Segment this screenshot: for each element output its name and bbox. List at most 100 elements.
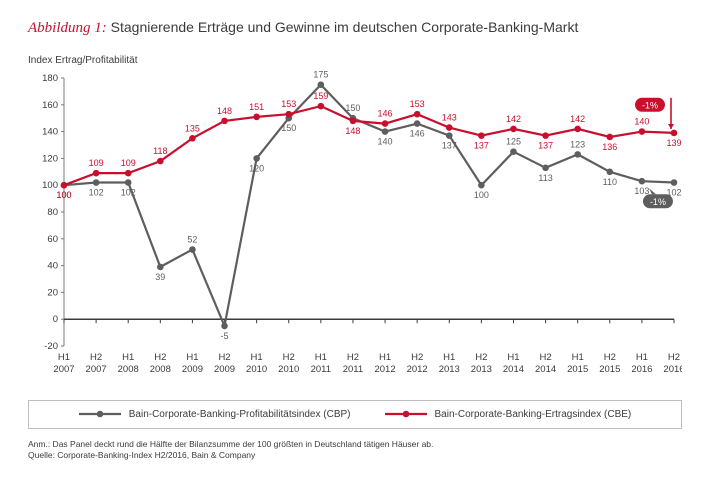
x-tick-label-bottom: 2007 bbox=[86, 364, 107, 375]
series-marker-cbp bbox=[125, 179, 132, 186]
x-tick-label-bottom: 2009 bbox=[214, 364, 235, 375]
data-label-cbe: 143 bbox=[442, 112, 457, 122]
x-tick-label-bottom: 2009 bbox=[182, 364, 203, 375]
y-tick-label: 40 bbox=[47, 260, 58, 271]
x-tick-label-top: H2 bbox=[604, 352, 616, 363]
data-label-cbp: 100 bbox=[474, 190, 489, 200]
figure-title: Abbildung 1: Stagnierende Erträge und Ge… bbox=[28, 18, 682, 39]
series-marker-cbp bbox=[318, 81, 325, 88]
data-label-cbp: 150 bbox=[345, 103, 360, 113]
data-label-cbe: 148 bbox=[345, 125, 360, 135]
data-label-cbe: 151 bbox=[249, 101, 264, 111]
x-tick-label-bottom: 2011 bbox=[343, 364, 363, 375]
series-marker-cbp bbox=[93, 179, 100, 186]
series-marker-cbp bbox=[221, 322, 228, 329]
series-marker-cbe bbox=[414, 110, 421, 117]
data-label-cbe: 136 bbox=[602, 141, 617, 151]
x-tick-label-bottom: 2008 bbox=[150, 364, 171, 375]
series-marker-cbe bbox=[61, 181, 68, 188]
series-marker-cbe bbox=[639, 128, 646, 135]
series-marker-cbe bbox=[382, 120, 389, 127]
series-marker-cbe bbox=[542, 132, 549, 139]
data-label-cbp: 102 bbox=[121, 187, 136, 197]
data-label-cbe: 100 bbox=[56, 190, 71, 200]
data-label-cbe: 148 bbox=[217, 105, 232, 115]
x-tick-label-top: H1 bbox=[636, 352, 648, 363]
data-label-cbp: -5 bbox=[221, 330, 229, 340]
y-tick-label: 80 bbox=[47, 207, 58, 218]
data-label-cbp: 175 bbox=[313, 70, 328, 80]
series-marker-cbe bbox=[510, 125, 517, 132]
figure-title-text: Stagnierende Erträge und Gewinne im deut… bbox=[111, 19, 579, 35]
data-label-cbe: 109 bbox=[89, 158, 104, 168]
x-tick-label-top: H1 bbox=[58, 352, 70, 363]
x-tick-label-top: H2 bbox=[154, 352, 166, 363]
series-marker-cbe bbox=[350, 117, 357, 124]
x-tick-label-top: H2 bbox=[218, 352, 230, 363]
series-marker-cbe bbox=[221, 117, 228, 124]
x-tick-label-top: H1 bbox=[572, 352, 584, 363]
series-marker-cbe bbox=[606, 133, 613, 140]
legend-label-cbp: Bain-Corporate-Banking-Profitabilitätsin… bbox=[129, 409, 351, 420]
data-label-cbp: 150 bbox=[281, 123, 296, 133]
series-marker-cbe bbox=[93, 169, 100, 176]
x-tick-label-bottom: 2015 bbox=[599, 364, 620, 375]
x-tick-label-bottom: 2016 bbox=[663, 364, 682, 375]
data-label-cbe: 146 bbox=[378, 108, 393, 118]
data-label-cbe: 159 bbox=[313, 91, 328, 101]
data-label-cbe: 142 bbox=[570, 113, 585, 123]
series-marker-cbp bbox=[478, 181, 485, 188]
data-label-cbe: 153 bbox=[281, 99, 296, 109]
data-label-cbe: 109 bbox=[121, 158, 136, 168]
data-label-cbe: 118 bbox=[153, 146, 167, 156]
series-marker-cbe bbox=[318, 102, 325, 109]
y-tick-label: 60 bbox=[47, 233, 58, 244]
footnote-source: Quelle: Corporate-Banking-Index H2/2016,… bbox=[28, 450, 682, 461]
x-tick-label-bottom: 2008 bbox=[118, 364, 139, 375]
series-marker-cbe bbox=[253, 113, 260, 120]
legend-item-cbe: Bain-Corporate-Banking-Ertragsindex (CBE… bbox=[385, 409, 632, 420]
x-tick-label-bottom: 2016 bbox=[631, 364, 652, 375]
x-tick-label-top: H2 bbox=[347, 352, 359, 363]
series-marker-cbe bbox=[189, 135, 196, 142]
data-label-cbe: 139 bbox=[666, 137, 681, 147]
data-label-cbp: 123 bbox=[570, 139, 585, 149]
data-label-cbp: 137 bbox=[442, 140, 457, 150]
series-marker-cbp bbox=[606, 168, 613, 175]
series-marker-cbe bbox=[446, 124, 453, 131]
y-tick-label: 20 bbox=[47, 287, 58, 298]
delta-badge-grey-text: -1% bbox=[650, 196, 666, 206]
x-tick-label-bottom: 2012 bbox=[407, 364, 428, 375]
series-marker-cbp bbox=[671, 179, 678, 186]
data-label-cbe: 137 bbox=[474, 140, 489, 150]
series-marker-cbp bbox=[382, 128, 389, 135]
series-marker-cbp bbox=[542, 164, 549, 171]
chart-area: -20020406080100120140160180H12007H22007H… bbox=[28, 70, 682, 390]
series-marker-cbe bbox=[157, 157, 164, 164]
data-label-cbp: 140 bbox=[378, 136, 393, 146]
y-tick-label: -20 bbox=[44, 341, 58, 352]
x-tick-label-bottom: 2007 bbox=[53, 364, 74, 375]
data-label-cbp: 146 bbox=[410, 128, 425, 138]
legend: Bain-Corporate-Banking-Profitabilitätsin… bbox=[28, 400, 682, 429]
x-tick-label-top: H1 bbox=[443, 352, 455, 363]
x-tick-label-bottom: 2010 bbox=[246, 364, 267, 375]
x-tick-label-bottom: 2010 bbox=[278, 364, 299, 375]
data-label-cbe: 153 bbox=[410, 99, 425, 109]
x-tick-label-bottom: 2014 bbox=[503, 364, 524, 375]
x-tick-label-top: H1 bbox=[251, 352, 263, 363]
series-marker-cbe bbox=[285, 110, 292, 117]
series-marker-cbp bbox=[157, 263, 164, 270]
data-label-cbe: 142 bbox=[506, 113, 521, 123]
x-tick-label-top: H2 bbox=[540, 352, 552, 363]
data-label-cbp: 110 bbox=[603, 176, 617, 186]
x-tick-label-top: H2 bbox=[668, 352, 680, 363]
x-tick-label-top: H1 bbox=[186, 352, 198, 363]
x-tick-label-bottom: 2015 bbox=[567, 364, 588, 375]
y-tick-label: 120 bbox=[42, 153, 58, 164]
series-marker-cbp bbox=[189, 246, 196, 253]
series-marker-cbp bbox=[446, 132, 453, 139]
data-label-cbe: 135 bbox=[185, 123, 200, 133]
data-label-cbp: 125 bbox=[506, 136, 521, 146]
figure-label: Abbildung 1: bbox=[28, 20, 107, 36]
